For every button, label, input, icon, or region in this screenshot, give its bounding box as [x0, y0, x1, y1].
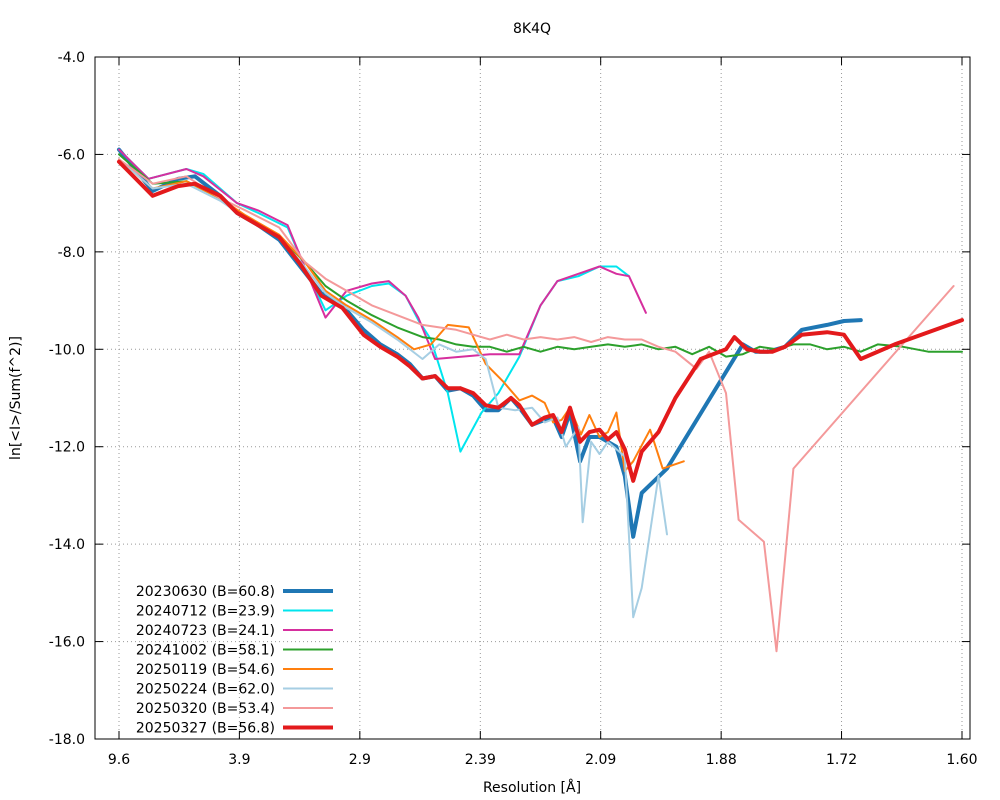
y-tick-label: -4.0	[58, 50, 85, 66]
legend-label: 20240723 (B=24.1)	[136, 623, 275, 639]
y-axis-label: ln[<I>/Sum(f^2)]	[8, 336, 24, 460]
y-tick-label: -12.0	[49, 440, 85, 456]
axis-ticks: -4.0 -6.0 -8.0 -10.0 -12.0 -14.0 -16.0 -18.0 9.6…	[49, 50, 978, 768]
x-tick-label: 1.88	[706, 752, 737, 768]
y-tick-label: -16.0	[49, 635, 85, 651]
series-lines	[117, 147, 964, 653]
series-line-2	[118, 148, 647, 360]
legend-label: 20250320 (B=53.4)	[136, 701, 275, 717]
x-tick-label: 1.72	[826, 752, 857, 768]
x-tick-label: 9.6	[108, 752, 130, 768]
legend: 20230630 (B=60.8) 20240712 (B=23.9) 202407…	[136, 584, 333, 737]
legend-label: 20250327 (B=56.8)	[136, 721, 275, 737]
series-line-7	[117, 159, 964, 483]
series-line-1	[118, 148, 630, 453]
x-tick-label: 2.09	[585, 752, 616, 768]
chart-title: 8K4Q	[513, 21, 551, 37]
y-tick-label: -6.0	[58, 147, 85, 163]
x-tick-label: 2.9	[349, 752, 371, 768]
x-tick-label: 2.39	[465, 752, 496, 768]
y-tick-label: -18.0	[49, 732, 85, 748]
plot-frame	[94, 56, 971, 740]
series-line-4	[118, 158, 685, 473]
legend-label: 20241002 (B=58.1)	[136, 643, 275, 659]
legend-label: 20240712 (B=23.9)	[136, 604, 275, 620]
y-tick-label: -14.0	[49, 537, 85, 553]
y-tick-label: -8.0	[58, 245, 85, 261]
series-line-6	[118, 158, 955, 653]
legend-label: 20250119 (B=54.6)	[136, 662, 275, 678]
series-line-5	[118, 158, 668, 619]
legend-label: 20250224 (B=62.0)	[136, 682, 275, 698]
legend-label: 20230630 (B=60.8)	[136, 584, 275, 600]
x-axis-label: Resolution [Å]	[483, 779, 581, 796]
y-tick-label: -10.0	[49, 342, 85, 358]
x-tick-label: 1.60	[946, 752, 977, 768]
series-line-3	[118, 153, 963, 358]
x-tick-label: 3.9	[228, 752, 250, 768]
